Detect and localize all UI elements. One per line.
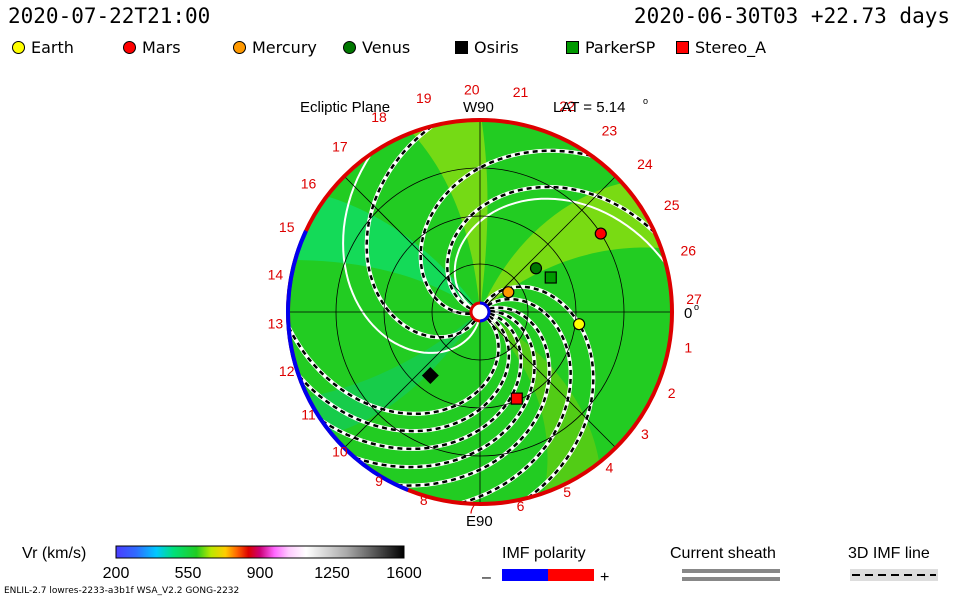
- carrington-label: 7: [468, 501, 476, 517]
- legend-label: ParkerSP: [585, 38, 656, 57]
- imf-line-dash: [288, 312, 523, 451]
- legend-label: Earth: [31, 38, 74, 57]
- circle-marker-icon: [233, 41, 246, 54]
- carrington-label: 23: [602, 123, 618, 139]
- carrington-label: 10: [332, 444, 348, 460]
- colorbar: [115, 545, 405, 559]
- colorbar-tick-label: 1600: [386, 565, 422, 582]
- colorbar-tick-label: 200: [103, 565, 130, 582]
- mercury-marker: [502, 286, 515, 299]
- colorbar-tick-label: 900: [247, 565, 274, 582]
- imf-plus: +: [600, 569, 609, 586]
- legend-label: Stereo_A: [695, 38, 767, 57]
- carrington-label: 2: [668, 385, 676, 401]
- legend-label: Mars: [142, 38, 181, 57]
- carrington-label: 1: [684, 339, 692, 355]
- carrington-label: 14: [268, 267, 284, 283]
- carrington-label: 18: [371, 109, 387, 125]
- carrington-label: 5: [563, 484, 571, 500]
- legend-item: ParkerSP: [566, 38, 655, 57]
- colorbar-tick-label: 1250: [314, 565, 350, 582]
- carrington-label: 3: [641, 426, 649, 442]
- carrington-label: 21: [513, 84, 529, 100]
- inner-boundary-blue: [479, 301, 491, 323]
- osiris-marker: [421, 367, 439, 385]
- carrington-label: 17: [332, 138, 348, 154]
- square-marker-icon: [566, 41, 579, 54]
- current-sheath-line-1: [682, 569, 780, 573]
- mars-marker: [594, 227, 607, 240]
- date-title: 2020-07-22T21:00: [8, 4, 211, 28]
- legend-label: Osiris: [474, 38, 519, 57]
- carrington-label: 19: [416, 90, 432, 106]
- carrington-label: 24: [637, 156, 653, 172]
- imf-line-dash: [288, 251, 500, 416]
- body-markers: [421, 227, 607, 405]
- parkersp-marker: [544, 271, 557, 284]
- imf-line-dash: [365, 120, 504, 339]
- colorbar-ticks: 200 550 900 1250 1600: [103, 565, 422, 582]
- legend-label: Mercury: [252, 38, 317, 57]
- imf-positive-swatch: [548, 569, 594, 581]
- circle-marker-icon: [123, 41, 136, 54]
- legend-item: Earth: [12, 38, 74, 57]
- imf-line-dash: [288, 309, 536, 469]
- zero-unit: o: [694, 302, 699, 312]
- earth-marker: [572, 318, 586, 331]
- legend-item: Stereo_A: [676, 38, 766, 57]
- legend-item: Osiris: [455, 38, 519, 57]
- current-sheet: [342, 120, 480, 354]
- imf-line-dash: [456, 285, 595, 504]
- lat-label: LAT = 5.14: [553, 99, 625, 116]
- imf-line-dash: [446, 185, 672, 310]
- legend-item: Mercury: [233, 38, 317, 57]
- carrington-label: 25: [664, 197, 680, 213]
- carrington-label: 27: [686, 291, 702, 307]
- carrington-label: 4: [606, 459, 614, 475]
- carrington-label: 8: [420, 492, 428, 508]
- circle-marker-icon: [343, 41, 356, 54]
- carrington-label: 16: [301, 176, 317, 192]
- imf-minus: –: [482, 569, 491, 586]
- imf-line-dash: [288, 307, 511, 433]
- carrington-label: 13: [268, 315, 284, 331]
- square-marker-icon: [455, 41, 468, 54]
- footer-note: ENLIL-2.7 lowres-2233-a3b1f WSA_V2.2 GON…: [4, 586, 240, 596]
- w90-label: W90: [463, 99, 494, 116]
- zero-label: 0: [684, 305, 692, 322]
- carrington-label: 15: [279, 219, 295, 235]
- outer-boundary-blue: [286, 230, 409, 492]
- carrington-label: 6: [517, 498, 525, 514]
- legend-label: Venus: [362, 38, 411, 57]
- venus-marker: [529, 262, 543, 275]
- imf-line-title: 3D IMF line: [848, 545, 930, 562]
- carrington-label: 12: [279, 363, 295, 379]
- legend-item: Venus: [343, 38, 410, 57]
- colorbar-tick-label: 550: [175, 565, 202, 582]
- carrington-label: 26: [681, 243, 697, 259]
- body-legend: Earth Mars Mercury Venus Osiris ParkerSP Stere…: [0, 38, 960, 60]
- model-run-title: 2020-06-30T03 +22.73 days: [633, 4, 950, 28]
- carrington-label: 20: [464, 81, 480, 97]
- legend-item: Mars: [123, 38, 181, 57]
- lat-unit: o: [643, 96, 648, 106]
- plot-title: Ecliptic Plane: [300, 99, 390, 116]
- square-marker-icon: [676, 41, 689, 54]
- imf-line-dash: [419, 149, 663, 315]
- carrington-label: 22: [559, 98, 575, 114]
- current-sheath-line-2: [682, 577, 780, 581]
- e90-label: E90: [466, 513, 493, 530]
- stereo-a-marker: [510, 392, 523, 405]
- colorbar-title: Vr (km/s): [22, 545, 86, 562]
- imf-negative-swatch: [502, 569, 548, 581]
- carrington-label: 9: [375, 473, 383, 489]
- current-sheet: [453, 197, 672, 336]
- imf-line-dash: [321, 306, 551, 487]
- circle-marker-icon: [12, 41, 25, 54]
- current-sheath-title: Current sheath: [670, 545, 776, 562]
- carrington-label: 11: [301, 406, 316, 422]
- imf-polarity-title: IMF polarity: [502, 545, 586, 562]
